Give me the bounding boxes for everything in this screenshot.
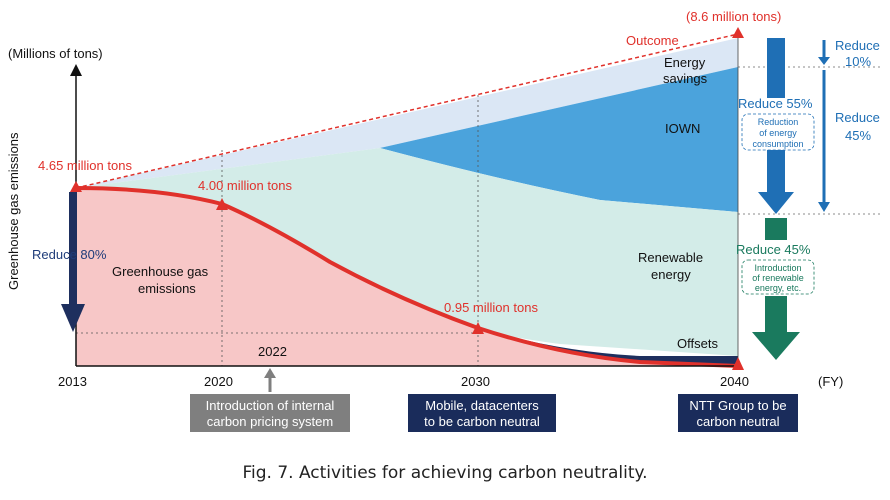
reduce-45-blue-arrow-head bbox=[818, 202, 830, 212]
marker-2013 bbox=[70, 181, 82, 192]
outcome-value-label: (8.6 million tons) bbox=[686, 9, 781, 24]
year-2022-label: 2022 bbox=[258, 344, 287, 359]
year-2013: 2013 bbox=[58, 374, 87, 389]
reduce-10-line1: Reduce bbox=[835, 38, 880, 53]
mobile-datacenters-box bbox=[408, 394, 556, 432]
reduction-energy-bracket bbox=[741, 113, 815, 151]
arrow-2022-head bbox=[264, 368, 276, 378]
figure-caption: Fig. 7. Activities for achieving carbon … bbox=[242, 463, 648, 483]
reduction-energy-line1: Reduction bbox=[758, 117, 799, 127]
reduce-10-arrow-head bbox=[818, 57, 830, 65]
marker-2030 bbox=[472, 322, 484, 334]
reduce-45-blue-line2: 45% bbox=[845, 128, 871, 143]
value-2030-label: 0.95 million tons bbox=[444, 300, 538, 315]
ghg-label-line1: Greenhouse gas bbox=[112, 264, 209, 279]
reduce-45-blue-line1: Reduce bbox=[835, 110, 880, 125]
reduce-55-arrow-shaft bbox=[767, 150, 785, 192]
outcome-label: Outcome bbox=[626, 33, 679, 48]
reduce-55-arrow-top bbox=[767, 38, 785, 98]
reduce-45-green-label: Reduce 45% bbox=[736, 242, 811, 257]
reduce-55-label: Reduce 55% bbox=[738, 96, 813, 111]
fy-label: (FY) bbox=[818, 374, 843, 389]
start-value-label: 4.65 million tons bbox=[38, 158, 132, 173]
renewable-line2: energy bbox=[651, 267, 691, 282]
reduction-energy-line3: consumption bbox=[752, 139, 803, 149]
renewable-intro-line3: energy, etc. bbox=[755, 283, 801, 293]
ntt-group-box bbox=[678, 394, 798, 432]
y-axis-label: Greenhouse gas emissions bbox=[6, 132, 21, 290]
renewable-intro-bracket bbox=[741, 259, 815, 295]
renewable-intro-line2: of renewable bbox=[752, 273, 804, 283]
reduce-55-arrow-head bbox=[758, 192, 794, 214]
offsets-area bbox=[478, 328, 738, 366]
energy-savings-line2: savings bbox=[663, 71, 708, 86]
box-mobile-line2: to be carbon neutral bbox=[424, 414, 540, 429]
reduction-energy-line2: of energy bbox=[759, 128, 797, 138]
offsets-label: Offsets bbox=[677, 336, 718, 351]
box-ntt-line1: NTT Group to be bbox=[689, 398, 786, 413]
box-ntt-line2: carbon neutral bbox=[696, 414, 779, 429]
marker-2040 bbox=[732, 357, 744, 370]
iown-label: IOWN bbox=[665, 121, 700, 136]
reduce-45-green-arrow-top bbox=[765, 218, 787, 240]
ghg-label-line2: emissions bbox=[138, 281, 196, 296]
outcome-line bbox=[75, 33, 739, 189]
box-carbon-pricing-line2: carbon pricing system bbox=[207, 414, 333, 429]
box-carbon-pricing-line1: Introduction of internal bbox=[206, 398, 335, 413]
carbon-pricing-box bbox=[190, 394, 350, 432]
year-2040: 2040 bbox=[720, 374, 749, 389]
renewable-line1: Renewable bbox=[638, 250, 703, 265]
reduce-45-green-arrow-head bbox=[752, 332, 800, 360]
box-mobile-line1: Mobile, datacenters bbox=[425, 398, 539, 413]
value-2020-label: 4.00 million tons bbox=[198, 178, 292, 193]
iown-area bbox=[380, 67, 738, 212]
emissions-area bbox=[76, 188, 738, 366]
renewable-energy-area bbox=[76, 148, 738, 356]
marker-outcome bbox=[732, 27, 744, 38]
reduce-80-arrow-shaft bbox=[69, 192, 77, 304]
year-2030: 2030 bbox=[461, 374, 490, 389]
reduce-10-line2: 10% bbox=[845, 54, 871, 69]
reduce-80-label: Reduce 80% bbox=[32, 247, 107, 262]
year-2020: 2020 bbox=[204, 374, 233, 389]
reduce-80-arrow-head bbox=[61, 304, 85, 332]
emissions-curve bbox=[75, 186, 739, 368]
carbon-neutrality-diagram: (Millions of tons) Greenhouse gas emissi… bbox=[6, 9, 880, 432]
energy-savings-line1: Energy bbox=[664, 55, 706, 70]
units-label: (Millions of tons) bbox=[8, 46, 103, 61]
energy-savings-area bbox=[76, 38, 738, 188]
reduce-45-green-arrow-shaft bbox=[765, 296, 787, 332]
marker-2020 bbox=[216, 198, 228, 210]
renewable-intro-line1: Introduction bbox=[754, 263, 801, 273]
